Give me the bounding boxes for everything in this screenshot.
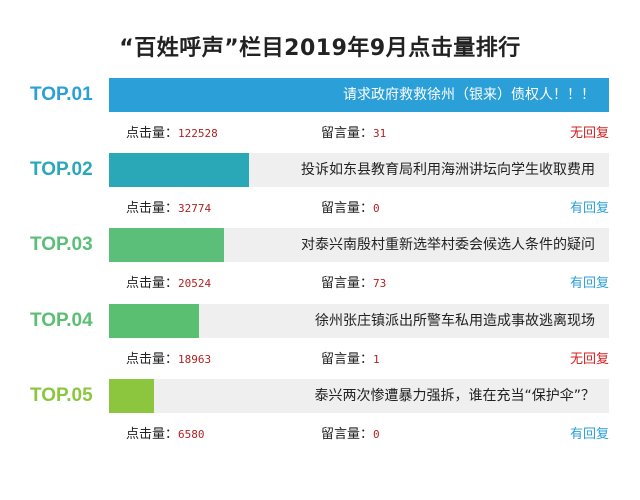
comment-count-value: 0 xyxy=(373,428,380,441)
bar-title-link[interactable]: 泰兴两次惨遭暴力强拆，谁在充当“保护伞”？ xyxy=(314,388,595,404)
click-count-value: 20524 xyxy=(178,277,212,290)
bar[interactable] xyxy=(109,153,249,187)
comment-count-value: 73 xyxy=(373,277,387,290)
comment-count: 留言量：0 xyxy=(321,197,380,216)
ranking-entry: TOP.05 泰兴两次惨遭暴力强拆，谁在充当“保护伞”？ 点击量：6580 留言量：0… xyxy=(0,379,640,449)
click-count-label: 点击量： xyxy=(126,352,179,367)
page-title: “百姓呼声”栏目2019年9月点击量排行 xyxy=(119,36,521,61)
comment-count-value: 0 xyxy=(373,202,380,215)
click-count: 点击量：6580 xyxy=(126,423,205,442)
reply-status[interactable]: 有回复 xyxy=(569,201,609,216)
comment-count-value: 1 xyxy=(373,353,380,366)
click-count: 点击量：32774 xyxy=(126,197,211,216)
comment-count-label: 留言量： xyxy=(321,427,374,442)
bar[interactable] xyxy=(109,379,154,413)
click-count: 点击量：18963 xyxy=(126,348,211,367)
bar[interactable] xyxy=(109,304,199,338)
click-count: 点击量：122528 xyxy=(126,122,218,141)
reply-status[interactable]: 有回复 xyxy=(569,427,609,442)
bar-title-link[interactable]: 对泰兴南殷村重新选举村委会候选人条件的疑问 xyxy=(301,237,595,253)
ranking-entry: TOP.01 请求政府救救徐州（银来）债权人！！！ 点击量：122528 留言量：31… xyxy=(0,78,640,148)
comment-count-label: 留言量： xyxy=(321,276,374,291)
reply-status[interactable]: 有回复 xyxy=(569,276,609,291)
reply-status[interactable]: 无回复 xyxy=(569,126,609,141)
rank-label: TOP.04 xyxy=(30,310,93,331)
comment-count: 留言量：0 xyxy=(321,423,380,442)
reply-status[interactable]: 无回复 xyxy=(569,352,609,367)
click-count: 点击量：20524 xyxy=(126,272,211,291)
rank-label: TOP.03 xyxy=(30,234,93,255)
comment-count-label: 留言量： xyxy=(321,352,374,367)
rank-label: TOP.02 xyxy=(30,159,93,180)
click-count-value: 122528 xyxy=(178,127,218,140)
click-count-label: 点击量： xyxy=(126,201,179,216)
bar-title-link[interactable]: 投诉如东县教育局利用海洲讲坛向学生收取费用 xyxy=(301,162,595,178)
bar[interactable] xyxy=(109,228,224,262)
rank-label: TOP.01 xyxy=(30,84,93,105)
bar-title-link[interactable]: 请求政府救救徐州（银来）债权人！！！ xyxy=(343,87,595,103)
bar-track: 泰兴两次惨遭暴力强拆，谁在充当“保护伞”？ xyxy=(109,379,609,413)
rank-label: TOP.05 xyxy=(30,385,93,406)
comment-count: 留言量：31 xyxy=(321,122,386,141)
comment-count: 留言量：1 xyxy=(321,348,380,367)
click-count-value: 6580 xyxy=(178,428,205,441)
bar-track: 对泰兴南殷村重新选举村委会候选人条件的疑问 xyxy=(109,228,609,262)
click-count-value: 18963 xyxy=(178,353,212,366)
click-count-label: 点击量： xyxy=(126,427,179,442)
ranking-entry: TOP.02 投诉如东县教育局利用海洲讲坛向学生收取费用点击量：32774 留言量：… xyxy=(0,153,640,223)
comment-count: 留言量：73 xyxy=(321,272,386,291)
bar-track: 投诉如东县教育局利用海洲讲坛向学生收取费用 xyxy=(109,153,609,187)
click-count-label: 点击量： xyxy=(126,126,179,141)
bar[interactable] xyxy=(109,78,609,112)
ranking-entry: TOP.03 对泰兴南殷村重新选举村委会候选人条件的疑问点击量：20524 留言量：… xyxy=(0,228,640,298)
ranking-entry: TOP.04 徐州张庄镇派出所警车私用造成事故逃离现场 点击量：18963 留言量：1… xyxy=(0,304,640,374)
bar-track: 徐州张庄镇派出所警车私用造成事故逃离现场 xyxy=(109,304,609,338)
comment-count-value: 31 xyxy=(373,127,387,140)
click-count-label: 点击量： xyxy=(126,276,179,291)
bar-title-link[interactable]: 徐州张庄镇派出所警车私用造成事故逃离现场 xyxy=(315,313,595,329)
comment-count-label: 留言量： xyxy=(321,126,374,141)
click-count-value: 32774 xyxy=(178,202,212,215)
bar-track: 请求政府救救徐州（银来）债权人！！！ xyxy=(109,78,609,112)
comment-count-label: 留言量： xyxy=(321,201,374,216)
